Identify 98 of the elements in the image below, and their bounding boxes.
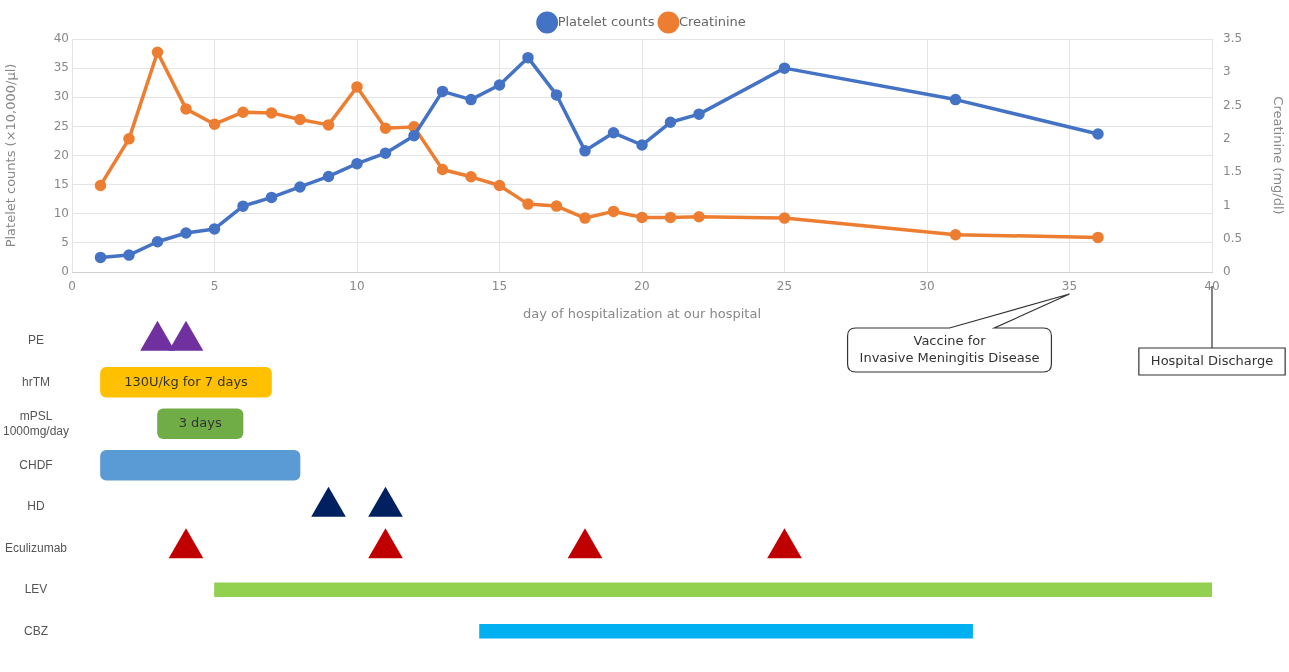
point [767,528,802,559]
point [151,46,164,59]
point [693,108,705,120]
bar [479,623,973,639]
y-tick-label: 15 [53,176,69,191]
bar [100,449,301,481]
point [607,127,620,139]
annotation: 130U/kg for 7 days [124,373,249,389]
y2-tick-label: 3 [1223,64,1231,79]
point [351,157,363,170]
point [550,200,563,212]
y-tick-label: 20 [53,147,69,162]
bar [157,408,244,440]
annotation: Vaccine for Invasive Meningitis Disease [859,332,1040,365]
y-tick-label: 25 [53,118,69,133]
y-tick-label: LEV [24,582,48,597]
legend-label: Creatinine [678,13,746,29]
point [151,235,164,248]
x-tick-label: 10 [349,279,365,294]
point [436,85,449,98]
point [607,205,620,218]
y-tick-label: 10 [53,205,69,220]
point [379,122,392,134]
y-tick-label: HD [27,499,45,514]
point [436,163,449,176]
y-tick-label: 30 [53,89,69,104]
x-tick-label: 15 [491,279,508,294]
bar [100,366,272,398]
point [265,107,278,119]
point [693,211,705,223]
y-tick-label: 35 [53,60,69,75]
point [636,211,648,224]
point [208,118,221,130]
annotation: 3 days [178,415,223,431]
point [465,93,477,106]
point [664,116,677,129]
point [379,147,392,159]
point [778,62,791,74]
y-tick-label: 0 [61,264,69,279]
point [351,81,363,93]
point [180,227,192,239]
point [1092,231,1104,244]
point [949,93,962,106]
point [123,249,135,261]
y2-tick-label: 0 [1223,264,1231,279]
point [265,191,278,204]
y-tick-label: 40 [53,31,69,46]
y-tick-label: Eculizumab [4,540,68,555]
point [949,228,962,241]
point [550,89,563,101]
point [294,181,306,193]
point [294,113,306,126]
point [522,198,534,210]
x-tick-label: 25 [776,279,793,294]
y-axis-title: Platelet counts (×10,000/μl) [3,63,19,248]
y2-tick-label: 2.5 [1223,97,1243,112]
point [94,179,107,192]
y2-tick-label: 1 [1223,197,1231,212]
point [408,129,420,142]
point [493,179,506,192]
x-tick-label: 35 [1061,279,1078,294]
x-tick-label: 20 [634,279,650,294]
point [322,119,335,131]
point [94,251,107,264]
y2-tick-label: 1.5 [1223,164,1243,179]
y-tick-label: CBZ [24,623,48,638]
y-tick-label: PE [27,333,45,348]
y-tick-label: hrTM [22,374,50,389]
y-tick-label: 5 [61,235,69,249]
x-tick-label: 40 [1204,279,1220,294]
y2-tick-label: 2 [1223,130,1231,145]
y-tick-label: mPSL 1000mg/day [2,408,70,438]
y-tick-label: CHDF [19,457,53,472]
point [778,212,791,224]
annotation: Hospital Discharge [1150,352,1274,368]
point [493,79,506,91]
point [465,171,477,183]
point [636,139,648,151]
point [579,212,591,224]
bar [214,582,1212,598]
x-axis-title: day of hospitalization at our hospital [522,305,762,321]
point [237,200,249,212]
y2-tick-label: 0.5 [1223,230,1243,245]
point [522,51,534,64]
point [664,211,677,224]
y2-axis-title: Creatinine (mg/dl) [1270,96,1286,215]
point [180,103,192,115]
point [567,528,603,559]
point [208,223,221,235]
point [322,170,335,183]
legend-label: Platelet counts [557,13,655,29]
point [1092,128,1104,140]
point [123,133,135,145]
point [237,106,249,118]
point [579,145,591,157]
x-tick-label: 30 [919,279,935,294]
y2-tick-label: 3.5 [1223,31,1243,46]
x-tick-label: 5 [210,279,219,294]
